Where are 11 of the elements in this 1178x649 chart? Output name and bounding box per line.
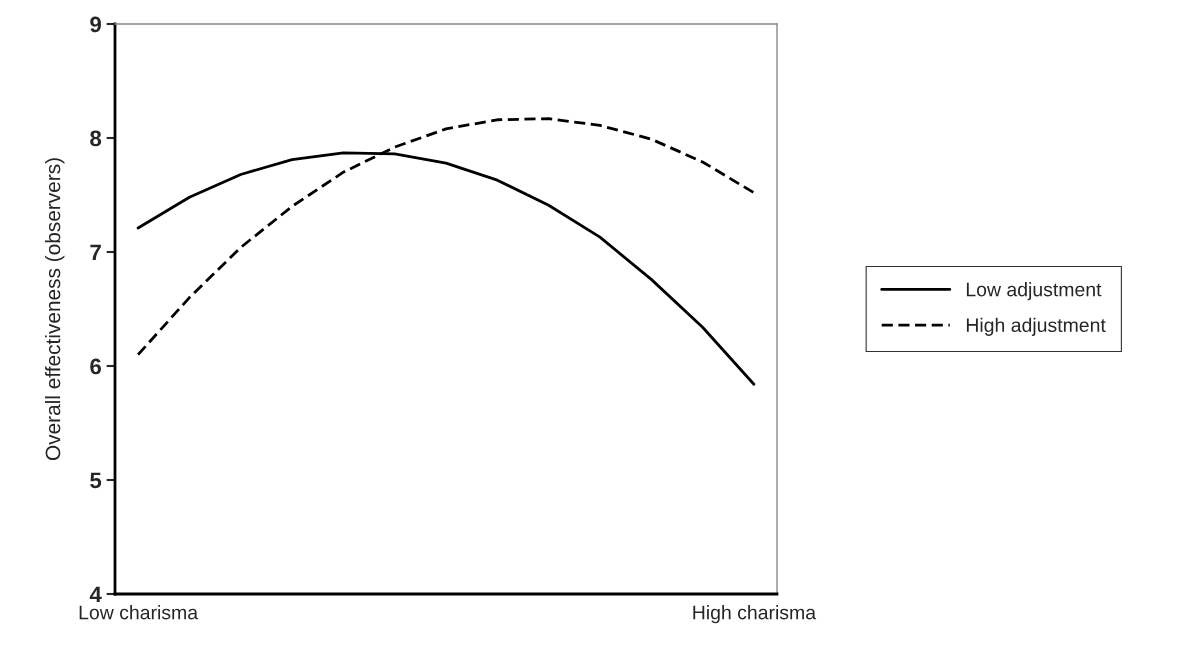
y-axis-title: Overall effectiveness (observers) bbox=[45, 158, 65, 461]
y-tick-label: 5 bbox=[90, 472, 102, 489]
x-tick-label: High charisma bbox=[693, 605, 817, 624]
legend-label: Low adjustment bbox=[966, 282, 1102, 301]
y-tick-label: 6 bbox=[90, 358, 101, 375]
legend-label: High adjustment bbox=[966, 317, 1106, 336]
y-tick-label: 7 bbox=[90, 244, 101, 261]
y-tick-label: 8 bbox=[90, 130, 102, 147]
y-tick-label: 4 bbox=[89, 586, 102, 603]
x-tick-label: Low charisma bbox=[79, 605, 199, 620]
y-tick-label: 9 bbox=[90, 16, 101, 33]
